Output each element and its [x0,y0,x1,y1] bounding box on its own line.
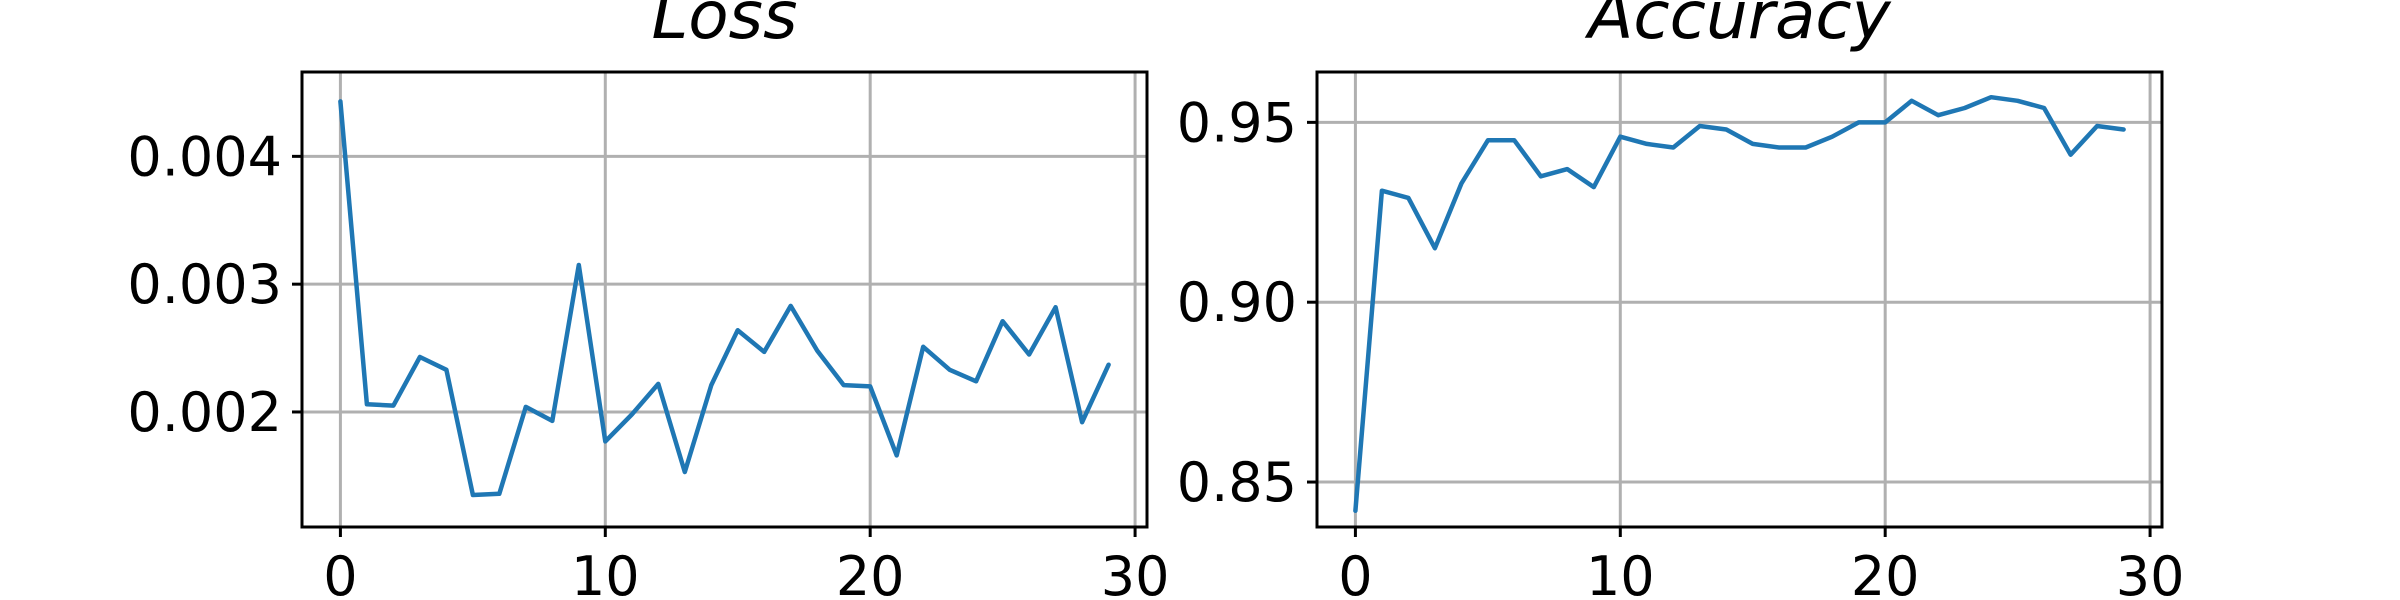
loss-y-tick-label-1: 0.003 [127,253,282,316]
loss-x-tick-label-0: 0 [323,545,357,600]
loss-series-line-0 [338,99,1111,498]
loss-x-tick-label-2: 20 [836,545,905,600]
loss-y-tick-label-2: 0.004 [127,125,282,188]
accuracy-y-tick-label-2: 0.95 [1177,91,1297,154]
accuracy-y-tick-label-1: 0.90 [1177,271,1297,334]
loss-y-tick-label-0: 0.002 [127,381,282,444]
accuracy-x-tick-label-2: 20 [1851,545,1920,600]
accuracy-y-tick-label-0: 0.85 [1177,451,1297,514]
accuracy-x-tick-label-0: 0 [1338,545,1372,600]
loss-x-tick-label-3: 30 [1101,545,1170,600]
loss-x-tick-label-1: 10 [571,545,640,600]
accuracy-axes-frame [1315,70,2164,529]
accuracy-x-tick-label-1: 10 [1586,545,1655,600]
accuracy-series-line-0 [1353,94,2126,514]
loss-chart-title: Loss [652,0,798,54]
loss-axes-frame [300,70,1149,529]
accuracy-chart-title: Accuracy [1584,0,1891,54]
accuracy-panel: 0 10 20 30 0.85 0.90 0.95 Accuracy [1177,0,2185,600]
loss-panel: 0 10 20 30 0.002 0.003 0.004 Loss [127,0,1169,600]
accuracy-x-tick-label-3: 30 [2116,545,2185,600]
